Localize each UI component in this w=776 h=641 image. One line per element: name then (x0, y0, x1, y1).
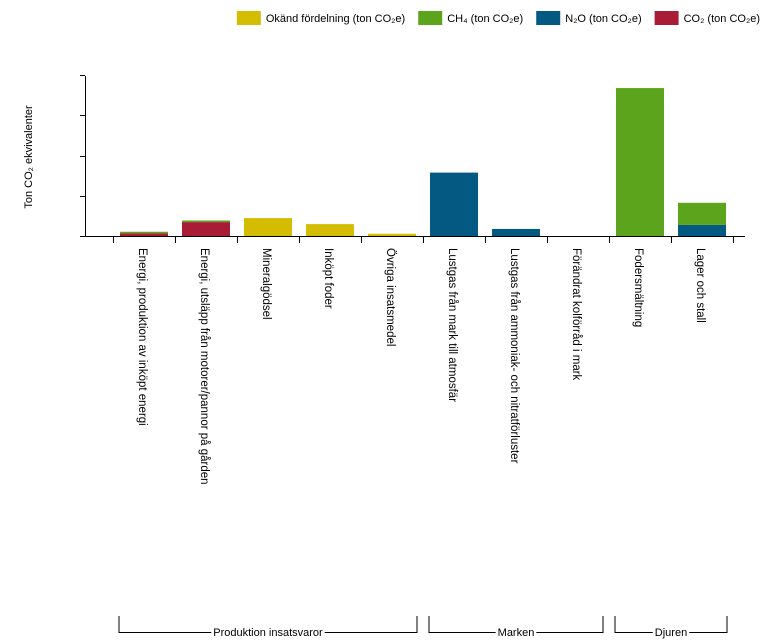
legend-label: N₂O (ton CO₂e) (565, 13, 641, 25)
x-tick-label: Energi, utsläpp från motorer/pannor på g… (198, 248, 210, 485)
y-tick-lines (80, 75, 85, 237)
bar-ch-ton-co-e-2 (182, 220, 230, 223)
x-tick-label: Övriga insatsmedel (384, 248, 396, 346)
group-label: Produktion insatsvaror (213, 627, 323, 639)
x-tick-label: Lager och stall (694, 248, 706, 323)
group-label: Djuren (655, 627, 687, 639)
bar-co-ton-co-e-1 (120, 233, 168, 237)
legend-swatch (536, 11, 561, 25)
chart-legend: Okänd fördelning (ton CO₂e) CH₄ (ton CO₂e… (236, 11, 760, 25)
legend-label: CH₄ (ton CO₂e) (447, 13, 523, 25)
chart-bars (120, 88, 726, 237)
group-bracket (614, 616, 728, 633)
group-bracket (428, 616, 604, 633)
x-tick-label: Mineralgödsel (260, 248, 272, 320)
legend-swatch (654, 11, 679, 25)
bar-n-o-ton-co-e-7 (492, 228, 540, 237)
legend-label: Okänd fördelning (ton CO₂e) (266, 13, 405, 25)
legend-swatch (418, 11, 443, 25)
bar-okänd-fördelning-ton-co-e-5 (368, 233, 416, 237)
bar-ch-ton-co-e-9 (616, 88, 664, 237)
x-tick-label: Energi, produktion av inköpt energi (136, 248, 148, 426)
x-tick-label: Fodersmältning (632, 248, 644, 327)
legend-label: CO₂ (ton CO₂e) (684, 13, 760, 25)
x-tick-label: Lustgas från mark till atmosfär (446, 248, 458, 402)
x-tick-label: Förändrat kolförråd i mark (570, 248, 582, 381)
bar-n-o-ton-co-e-10 (678, 224, 726, 237)
group-label: Marken (498, 627, 535, 639)
x-tick-label: Inköpt foder (322, 248, 334, 309)
category-groups: Produktion insatsvaror Marken Djuren (118, 616, 728, 639)
bar-co-ton-co-e-2 (182, 222, 230, 237)
bar-okänd-fördelning-ton-co-e-4 (306, 224, 354, 237)
bar-ch-ton-co-e-10 (678, 202, 726, 225)
y-axis-label: Ton CO₂ ekvivalenter (23, 105, 35, 209)
legend-swatch (236, 11, 261, 25)
group-bracket (118, 616, 418, 633)
bar-ch-ton-co-e-1 (120, 231, 168, 234)
bar-okänd-fördelning-ton-co-e-3 (244, 218, 292, 237)
x-tick-labels: Energi, produktion av inköpt energi Energ… (136, 248, 706, 485)
bar-n-o-ton-co-e-6 (430, 172, 478, 237)
x-tick-label: Lustgas från ammoniak- och nitratförlust… (508, 248, 520, 464)
x-ticks (113, 237, 734, 243)
